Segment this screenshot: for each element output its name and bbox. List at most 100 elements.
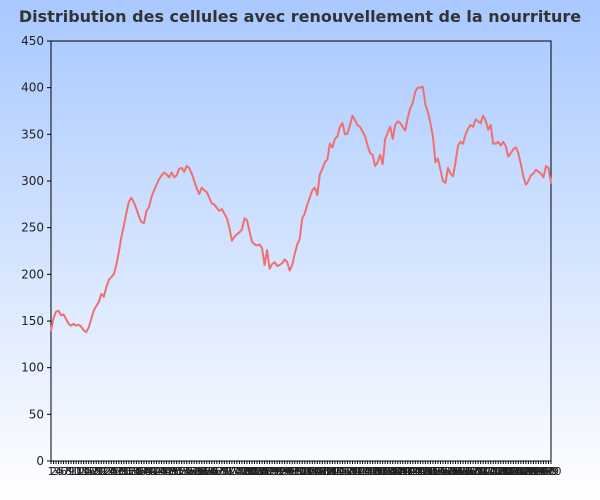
x-tick-label: 55 [180,465,194,478]
x-tick-label: 164 [450,465,471,478]
x-tick-label: 26 [107,465,121,478]
x-tick-label: 102 [294,465,315,478]
x-tick-label: 173 [473,465,494,478]
x-tick-label: 77 [235,465,249,478]
x-tick-label: 200 [541,465,562,478]
x-tick-label: 183 [498,465,519,478]
x-tick-label: 193 [523,465,544,478]
x-tick-label: 11 [69,465,83,478]
x-tick-label: 162 [445,465,466,478]
x-tick-label: 47 [160,465,174,478]
x-tick-label: 146 [405,465,426,478]
x-tick-label: 108 [309,465,330,478]
x-tick-label: 95 [280,465,294,478]
x-tick-label: 93 [275,465,289,478]
x-tick-label: 181 [493,465,514,478]
x-tick-label: 92 [273,465,287,478]
y-tick-label: 450 [21,34,44,48]
x-tick-label: 44 [152,465,166,478]
x-tick-label: 115 [327,465,348,478]
x-tick-label: 120 [339,465,360,478]
x-tick-label: 25 [104,465,118,478]
x-tick-label: 167 [458,465,479,478]
x-tick-label: 144 [400,465,421,478]
x-tick-label: 81 [245,465,259,478]
x-tick-label: 174 [475,465,496,478]
x-tick-label: 61 [195,465,209,478]
x-tick-label: 150 [415,465,436,478]
x-tick-label: 88 [263,465,277,478]
x-tick-label: 56 [182,465,196,478]
x-tick-label: 161 [443,465,464,478]
y-tick-label: 150 [21,314,44,328]
x-tick-label: 65 [205,465,219,478]
x-tick-label: 198 [535,465,556,478]
x-tick-label: 175 [478,465,499,478]
x-tick-label: 143 [397,465,418,478]
x-tick-label: 180 [490,465,511,478]
x-tick-label: 194 [525,465,546,478]
x-tick-label: 83 [250,465,264,478]
x-tick-label: 149 [412,465,433,478]
x-tick-label: 2 [50,465,57,478]
x-tick-label: 147 [407,465,428,478]
x-tick-label: 113 [322,465,343,478]
x-tick-label: 138 [385,465,406,478]
x-tick-label: 79 [240,465,254,478]
x-tick-label: 132 [370,465,391,478]
x-tick-label: 13 [74,465,88,478]
x-tick-label: 38 [137,465,151,478]
y-tick-label: 250 [21,221,44,235]
x-tick-label: 90 [268,465,282,478]
x-tick-label: 176 [480,465,501,478]
x-tick-label: 50 [167,465,181,478]
x-tick-label: 12 [72,465,86,478]
x-tick-label: 35 [129,465,143,478]
x-tick-label: 148 [410,465,431,478]
x-tick-label: 152 [420,465,441,478]
chart-title: Distribution des cellules avec renouvell… [18,7,582,26]
x-tick-label: 156 [430,465,451,478]
x-tick-label: 96 [283,465,297,478]
x-tick-label: 107 [307,465,328,478]
x-tick-label: 160 [440,465,461,478]
x-tick-label: 45 [155,465,169,478]
x-tick-label: 110 [314,465,335,478]
x-tick-label: 116 [329,465,350,478]
x-tick-label: 97 [285,465,299,478]
x-tick-label: 76 [232,465,246,478]
x-tick-label: 57 [185,465,199,478]
x-tick-label: 104 [299,465,320,478]
series-line [50,85,552,334]
x-tick-label: 10 [67,465,81,478]
x-tick-label: 163 [448,465,469,478]
x-tick-label: 165 [453,465,474,478]
x-tick-label: 182 [495,465,516,478]
x-tick-label: 43 [150,465,164,478]
x-tick-label: 17 [84,465,98,478]
x-tick-label: 48 [162,465,176,478]
x-tick-label: 168 [460,465,481,478]
x-tick-label: 3 [53,465,60,478]
x-tick-label: 118 [334,465,355,478]
x-tick-label: 187 [508,465,529,478]
x-tick-label: 140 [390,465,411,478]
x-tick-label: 86 [258,465,272,478]
x-tick-label: 177 [483,465,504,478]
x-tick-label: 94 [278,465,292,478]
x-tick-label: 190 [515,465,536,478]
x-tick-label: 37 [134,465,148,478]
x-tick-label: 139 [387,465,408,478]
x-tick-label: 122 [345,465,366,478]
x-tick-label: 196 [530,465,551,478]
x-tick-label: 103 [297,465,318,478]
x-tick-label: 100 [289,465,310,478]
x-tick-label: 87 [260,465,274,478]
x-tick-label: 127 [357,465,378,478]
x-tick-label: 99 [290,465,304,478]
x-tick-label: 125 [352,465,373,478]
x-tick-label: 121 [342,465,363,478]
x-tick-label: 178 [485,465,506,478]
y-tick-label: 350 [21,127,44,141]
